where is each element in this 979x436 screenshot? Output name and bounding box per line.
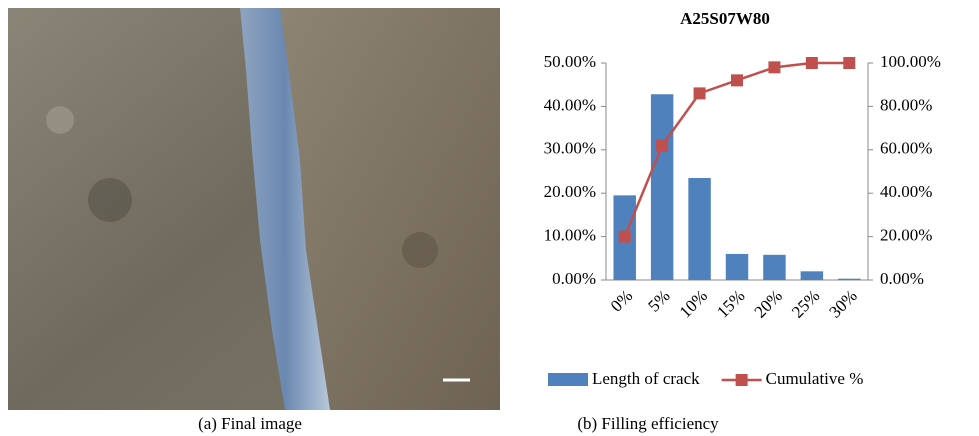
bar	[726, 254, 748, 280]
legend-label: Length of crack	[592, 369, 700, 388]
legend-label: Cumulative %	[766, 369, 864, 388]
x-tick-label: 25%	[788, 286, 823, 321]
y2-tick-label: 20.00%	[880, 226, 932, 245]
legend-swatch	[736, 374, 748, 386]
bar	[801, 271, 823, 280]
bar	[838, 279, 860, 280]
y2-tick-label: 40.00%	[880, 182, 932, 201]
bar	[651, 94, 673, 280]
bar	[688, 178, 710, 280]
figure: (a) Final image (b) Filling efficiency A…	[0, 0, 979, 436]
x-tick-label: 5%	[644, 286, 673, 315]
marker	[656, 139, 668, 151]
x-tick-label: 20%	[751, 286, 786, 321]
y-tick-label: 10.00%	[544, 226, 596, 245]
caption: (a) Final image	[198, 414, 302, 433]
marker	[619, 231, 631, 243]
x-tick-label: 0%	[607, 286, 636, 315]
y-tick-label: 0.00%	[552, 269, 596, 288]
x-tick-label: 10%	[676, 286, 711, 321]
marker	[806, 57, 818, 69]
marker	[731, 74, 743, 86]
x-tick-label: 30%	[825, 286, 860, 321]
y2-tick-label: 0.00%	[880, 269, 924, 288]
marker	[843, 57, 855, 69]
chart-title: A25S07W80	[680, 9, 770, 28]
y-tick-label: 50.00%	[544, 52, 596, 71]
y2-tick-label: 80.00%	[880, 95, 932, 114]
y2-tick-label: 100.00%	[880, 52, 941, 71]
y2-tick-label: 60.00%	[880, 139, 932, 158]
y-tick-label: 20.00%	[544, 182, 596, 201]
y-tick-label: 40.00%	[544, 95, 596, 114]
caption: (b) Filling efficiency	[577, 414, 719, 433]
photo	[8, 8, 500, 410]
legend-swatch	[548, 373, 588, 386]
bar	[763, 255, 785, 280]
x-tick-label: 15%	[713, 286, 748, 321]
marker	[694, 87, 706, 99]
marker	[768, 61, 780, 73]
y-tick-label: 30.00%	[544, 139, 596, 158]
